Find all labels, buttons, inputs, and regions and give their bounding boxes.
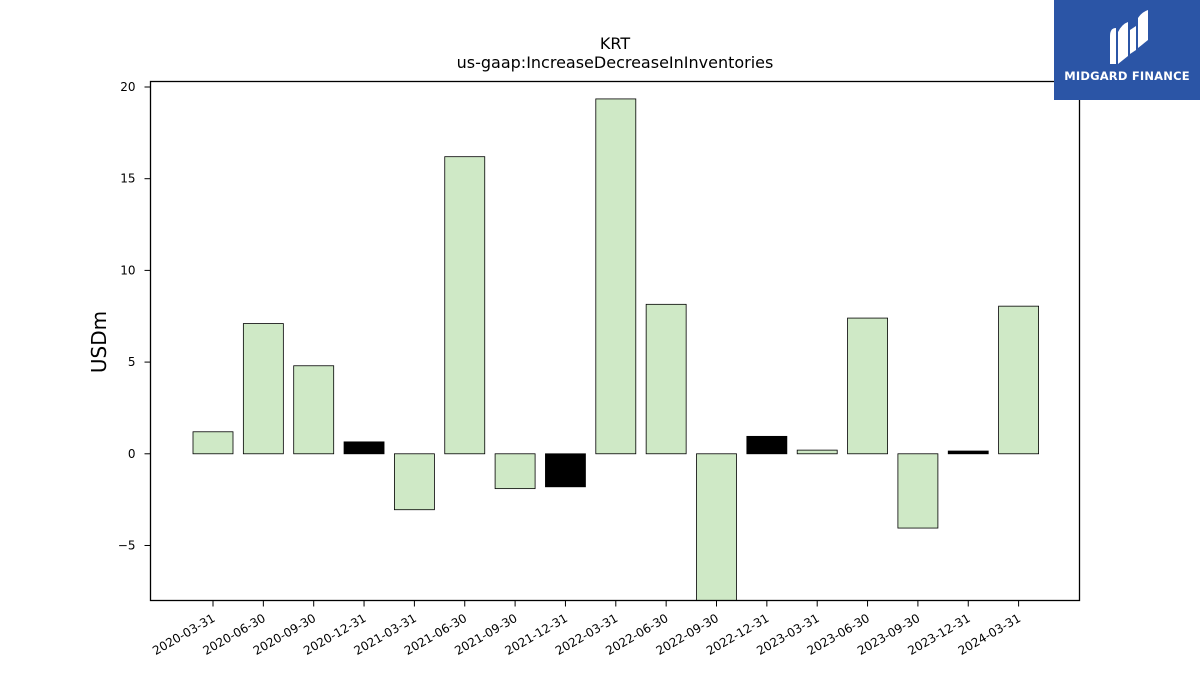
y-tick-label: 5 [128,355,136,369]
bar-2021-03-31 [393,453,435,511]
y-tick-label: −5 [118,538,136,552]
y-axis-label: USDm [87,311,111,373]
bar-2022-09-30 [696,453,737,601]
bar-2023-09-30 [897,453,939,529]
logo-text: MIDGARD FINANCE [1064,69,1190,83]
bar-2023-06-30 [847,317,888,455]
bar-2021-09-30 [494,453,536,490]
bar-2022-12-31 [746,435,788,455]
logo-mark-icon [1110,10,1148,64]
bars-group [192,98,1039,601]
bar-2024-03-31 [998,305,1039,455]
x-axis-ticks: 2020-03-312020-06-302020-09-302020-12-31… [150,600,1023,658]
bar-2021-12-31 [545,453,586,488]
midgard-finance-logo: MIDGARD FINANCE [1054,0,1200,100]
y-tick-label: 0 [128,447,136,461]
chart-subtitle: us-gaap:IncreaseDecreaseInInventories [457,53,774,72]
plot-frame [149,80,1081,602]
y-tick-label: 15 [120,172,135,186]
bar-2020-06-30 [242,323,284,455]
bar-2020-09-30 [293,365,335,455]
bar-2020-03-31 [192,431,234,455]
bar-2023-03-31 [796,449,838,455]
chart-title: KRT [600,34,630,53]
y-axis-ticks: −5 0 5 10 15 20 [118,80,151,552]
bar-2022-06-30 [645,303,687,455]
bar-2022-03-31 [595,98,637,455]
bar-2023-12-31 [947,450,989,455]
y-tick-label: 10 [120,263,135,277]
bar-2021-06-30 [444,156,486,455]
y-tick-label: 20 [120,80,135,94]
bar-2020-12-31 [343,441,385,455]
